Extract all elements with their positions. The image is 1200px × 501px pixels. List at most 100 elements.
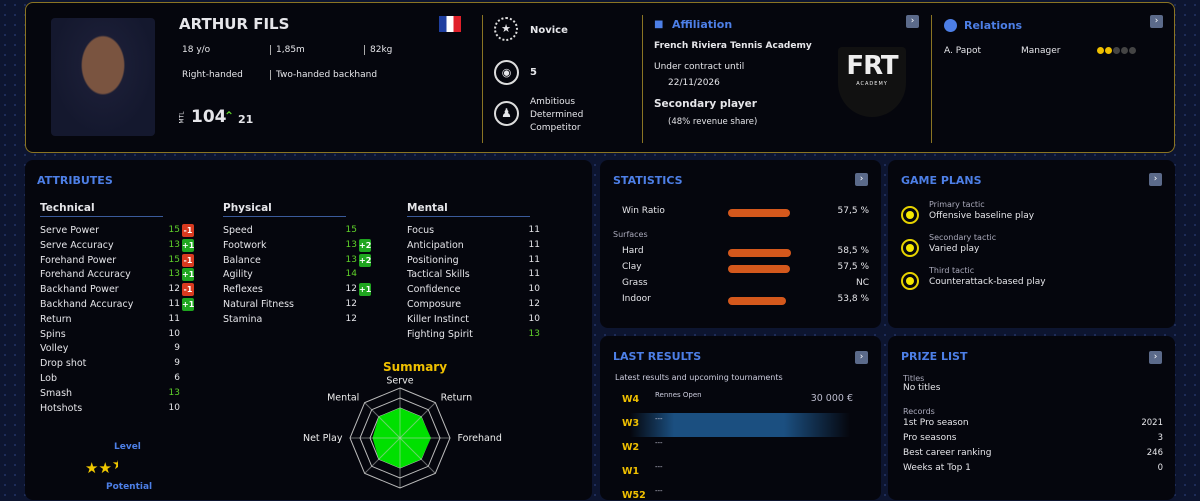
attribute-name: Fighting Spirit [407, 328, 473, 340]
attribute-row[interactable]: Stamina 12 [223, 312, 387, 327]
contract-date: 22/11/2026 [668, 78, 720, 88]
affiliation-more-button[interactable]: › [906, 15, 919, 28]
attribute-row[interactable]: Positioning 11 [407, 253, 570, 268]
radar-label: Mental [327, 392, 359, 403]
attribute-value: 11 [528, 239, 540, 250]
prize-list-panel: PRIZE LIST › Titles No titles Records 1s… [888, 336, 1175, 500]
attribute-name: Confidence [407, 284, 461, 296]
attribute-name: Focus [407, 225, 435, 236]
attribute-row[interactable]: Volley 9 [40, 341, 210, 356]
attribute-row[interactable]: Hotshots 10 [40, 401, 210, 416]
attribute-row[interactable]: Natural Fitness 12 [223, 297, 387, 312]
result-tournament[interactable]: --- [655, 487, 663, 495]
result-week: W1 [622, 466, 640, 477]
attribute-row[interactable]: Drop shot 9 [40, 356, 210, 371]
tactic-label: Third tactic [929, 266, 975, 275]
attribute-row[interactable]: Forehand Power 15 -1 [40, 253, 210, 268]
record-label: 1st Pro season [903, 418, 969, 428]
camera-icon: ◉ [494, 60, 519, 85]
tactic-value[interactable]: Offensive baseline play [929, 211, 1035, 221]
result-week: W52 [622, 490, 646, 501]
attribute-value: 15 [168, 254, 180, 265]
relation-row[interactable]: A. Papot Manager [944, 46, 1154, 56]
surface-label: Indoor [622, 294, 651, 304]
attribute-row[interactable]: Reflexes 12 +1 [223, 282, 387, 297]
star-icon: ★ [85, 459, 99, 477]
attribute-name: Lob [40, 373, 57, 384]
attribute-row[interactable]: Fighting Spirit 13 [407, 327, 570, 342]
relations-icon [944, 19, 957, 32]
attribute-row[interactable]: Tactical Skills 11 [407, 267, 570, 282]
attribute-row[interactable]: Smash 13 [40, 386, 210, 401]
win-ratio-label: Win Ratio [622, 206, 665, 216]
radar-axis [364, 402, 401, 439]
attribute-row[interactable]: Serve Accuracy 13 +1 [40, 238, 210, 253]
attribute-row[interactable]: Spins 10 [40, 327, 210, 342]
attribute-name: Return [40, 313, 72, 325]
attribute-name: Reflexes [223, 284, 263, 296]
attribute-row[interactable]: Confidence 10 [407, 282, 570, 297]
attribute-row[interactable]: Serve Power 15 -1 [40, 223, 210, 238]
divider [642, 15, 643, 143]
attribute-row[interactable]: Balance 13 +2 [223, 253, 387, 268]
attribute-row[interactable]: Footwork 13 +2 [223, 238, 387, 253]
surface-label: Clay [622, 262, 642, 272]
attribute-name: Agility [223, 269, 253, 281]
attribute-name: Positioning [407, 254, 459, 266]
attribute-value: 11 [528, 254, 540, 265]
attribute-row[interactable]: Backhand Accuracy 11 +1 [40, 297, 210, 312]
selected-row-highlight [630, 413, 850, 437]
height: 1,85m [270, 45, 305, 55]
surface-value: 58,5 % [837, 246, 869, 256]
potential-label: Potential [106, 482, 153, 492]
attribute-row[interactable]: Composure 12 [407, 297, 570, 312]
weight-value: 82kg [370, 45, 393, 55]
attributes-title: ATTRIBUTES [37, 174, 113, 187]
result-tournament[interactable]: Rennes Open [655, 391, 702, 399]
attribute-name: Forehand Power [40, 254, 117, 266]
player-name: ARTHUR FILS [179, 15, 290, 33]
attribute-value: 13 [345, 239, 357, 250]
attribute-value: 13 [345, 254, 357, 265]
last-results-more-button[interactable]: › [855, 351, 868, 364]
tactic-value[interactable]: Varied play [929, 244, 980, 254]
statistics-more-button[interactable]: › [855, 173, 868, 186]
attribute-row[interactable]: Agility 14 [223, 267, 387, 282]
attribute-row[interactable]: Killer Instinct 10 [407, 312, 570, 327]
result-tournament[interactable]: --- [655, 463, 663, 471]
revenue-share: (48% revenue share) [668, 117, 758, 127]
statistics-title: STATISTICS [613, 174, 683, 187]
attribute-row[interactable]: Backhand Power 12 -1 [40, 282, 210, 297]
prize-list-more-button[interactable]: › [1149, 351, 1162, 364]
game-plans-more-button[interactable]: › [1149, 173, 1162, 186]
tactic-icon [901, 272, 919, 290]
personality-1: Ambitious [530, 97, 576, 107]
personality-3: Competitor [530, 123, 581, 133]
attribute-value: 15 [345, 225, 357, 235]
result-tournament[interactable]: --- [655, 439, 663, 447]
attribute-value: 10 [528, 284, 540, 295]
attribute-row[interactable]: Forehand Accuracy 13 +1 [40, 267, 210, 282]
attribute-row[interactable]: Lob 6 [40, 371, 210, 386]
surfaces-label: Surfaces [613, 230, 648, 239]
attribute-row[interactable]: Speed 15 [223, 223, 387, 238]
rating-dot-icon [1129, 47, 1136, 54]
relation-role: Manager [1021, 46, 1061, 56]
level-title: Novice [530, 25, 568, 36]
attribute-row[interactable]: Return 11 [40, 312, 210, 327]
academy-name: French Riviera Tennis Academy [654, 41, 812, 51]
backhand-value: Two-handed backhand [276, 70, 378, 80]
attribute-change-badge: +1 [359, 283, 372, 297]
affiliation-title: Affiliation [672, 18, 733, 31]
last-results-title: LAST RESULTS [613, 350, 702, 363]
summary-title: Summary [383, 360, 448, 374]
attribute-row[interactable]: Anticipation 11 [407, 238, 570, 253]
player-photo [51, 18, 155, 136]
record-value: 246 [1146, 448, 1163, 458]
relations-more-button[interactable]: › [1150, 15, 1163, 28]
result-tournament[interactable]: --- [655, 415, 663, 423]
level-label: Level [114, 442, 141, 452]
tactic-value[interactable]: Counterattack-based play [929, 277, 1046, 287]
surface-label: Hard [622, 246, 644, 256]
attribute-row[interactable]: Focus 11 [407, 223, 570, 238]
